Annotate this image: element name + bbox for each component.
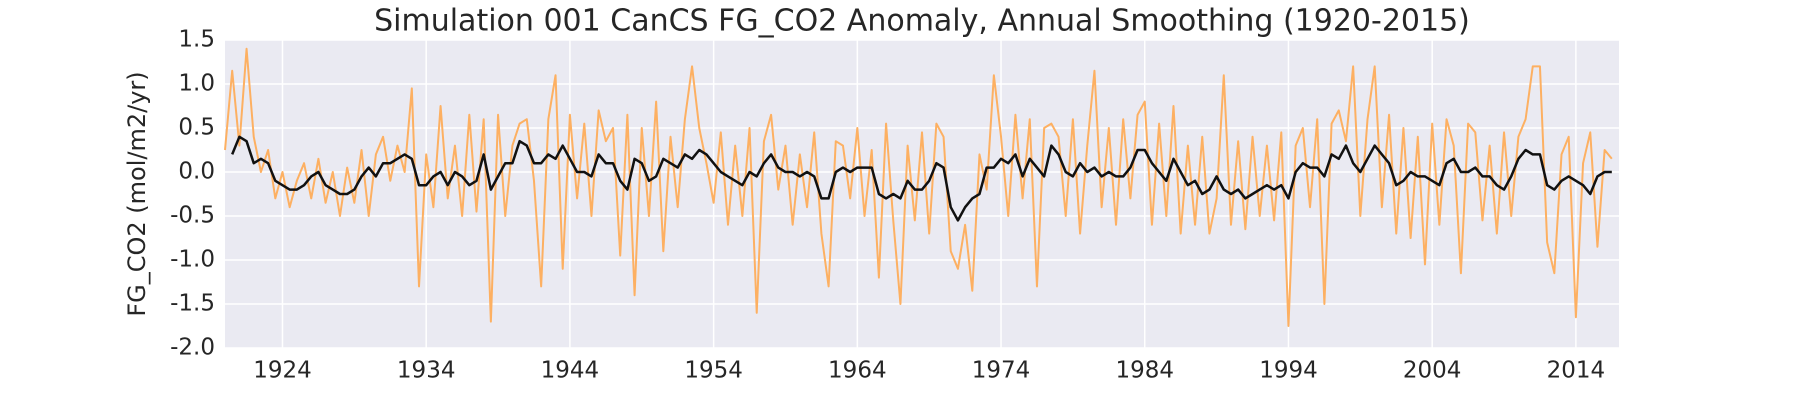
y-tick-label: -1.5 [170,291,215,317]
plot-background [225,40,1619,348]
x-tick-label: 1944 [541,358,600,384]
x-tick-label: 1924 [253,358,312,384]
y-tick-label: -2.0 [170,335,215,361]
y-axis-label: FG_CO2 (mol/m2/yr) [123,71,151,316]
y-tick-label: 0.5 [178,115,215,141]
x-tick-label: 1984 [1115,358,1174,384]
x-tick-label: 1954 [684,358,743,384]
series-line [224,47,1613,327]
y-tick-label: 1.5 [178,27,215,53]
chart-title: Simulation 001 CanCS FG_CO2 Anomaly, Ann… [374,4,1470,39]
x-tick-label: 2004 [1403,358,1462,384]
y-tick-label: -1.0 [170,247,215,273]
series-line [231,135,1612,222]
y-tick-label: 1.0 [178,71,215,97]
y-tick-label: -0.5 [170,203,215,229]
x-tick-label: 1994 [1259,358,1318,384]
x-tick-label: 2014 [1547,358,1606,384]
x-tick-label: 1934 [397,358,456,384]
x-tick-label: 1974 [972,358,1031,384]
y-tick-label: 0.0 [178,159,215,185]
x-tick-label: 1964 [828,358,887,384]
